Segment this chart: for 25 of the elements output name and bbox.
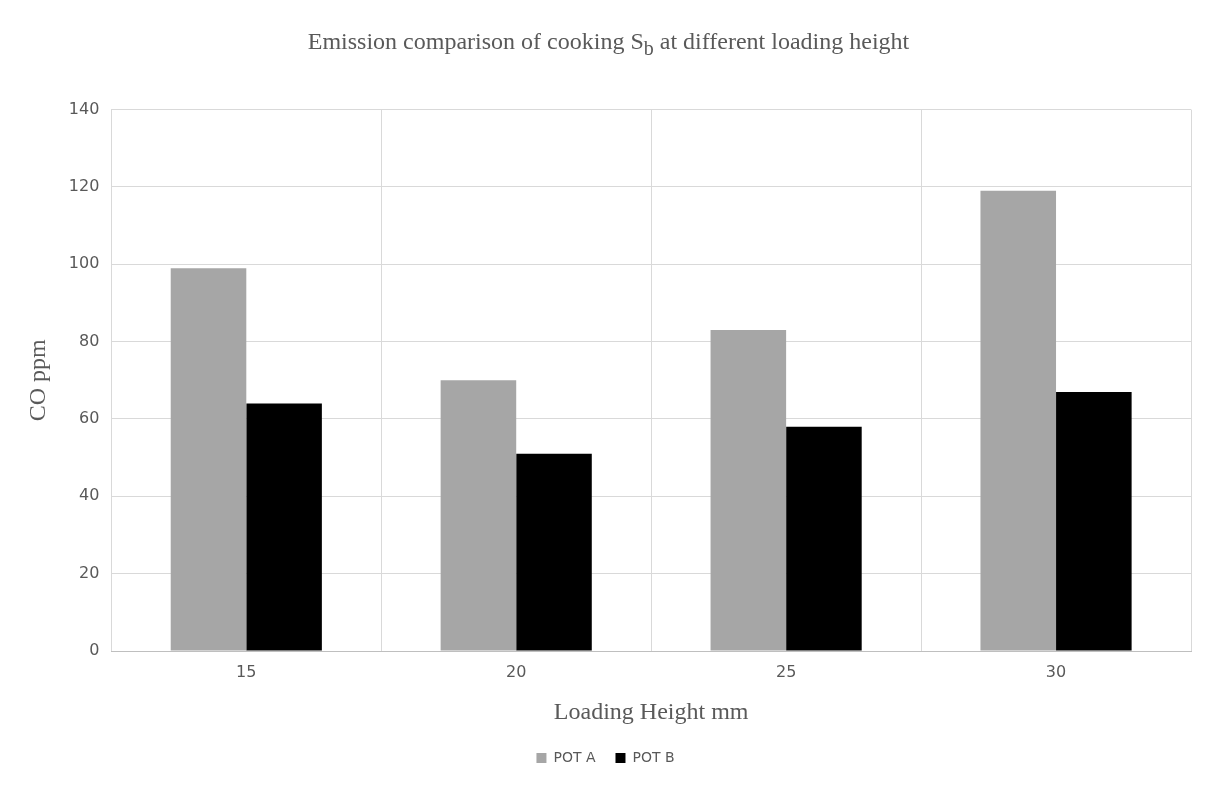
bar	[786, 426, 862, 651]
bar	[170, 268, 247, 651]
bar	[246, 403, 322, 651]
y-tick-label: 60	[78, 408, 100, 428]
bar	[980, 190, 1057, 651]
y-tick-label: 100	[68, 253, 100, 273]
legend-label: POT B	[632, 748, 675, 765]
y-tick-label: 40	[78, 485, 100, 505]
bar	[1056, 391, 1132, 651]
y-tick-label: 140	[68, 98, 100, 118]
y-tick-label: 20	[78, 562, 100, 582]
bar	[710, 330, 787, 651]
bar	[440, 380, 517, 651]
legend-label: POT A	[553, 748, 596, 765]
y-tick-label: 120	[68, 176, 100, 196]
y-tick-label: 0	[89, 640, 100, 660]
y-tick-label: 80	[78, 330, 100, 350]
chart-title: Emission comparison of cooking S$_{b}$ at different loading height	[306, 28, 911, 60]
x-tick-label: 30	[1045, 661, 1067, 681]
y-axis-title: CO ppm	[23, 338, 50, 422]
x-axis-title: Loading Height mm	[553, 697, 749, 724]
x-tick-label: 15	[236, 661, 257, 681]
bar	[516, 453, 592, 651]
x-tick-label: 20	[506, 661, 527, 681]
x-tick-label: 25	[775, 661, 797, 681]
